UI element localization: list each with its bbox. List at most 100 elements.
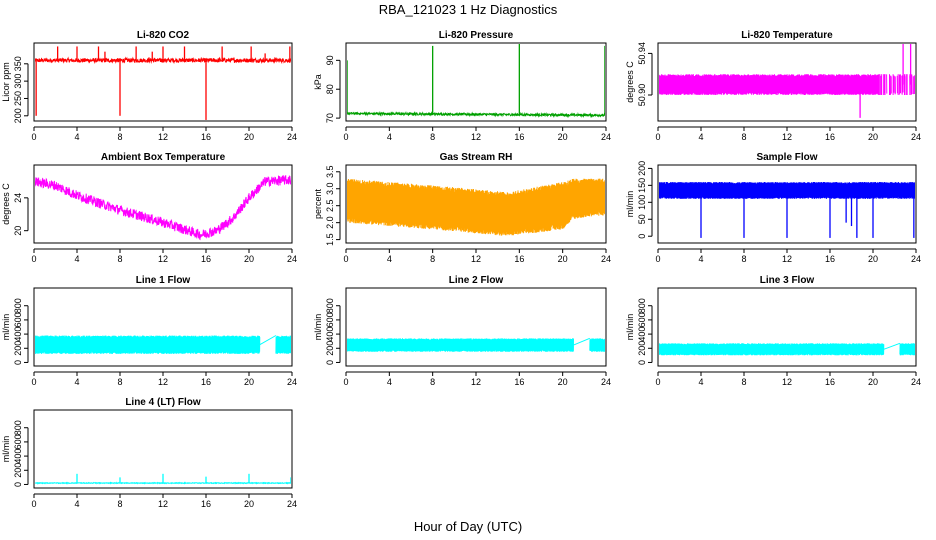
x-tick-label: 16 <box>201 254 211 264</box>
x-tick-label: 8 <box>117 377 122 387</box>
x-tick-label: 20 <box>244 499 254 509</box>
series-line <box>347 111 605 119</box>
x-tick-label: 12 <box>158 132 168 142</box>
x-tick-label: 20 <box>244 132 254 142</box>
x-tick-label: 4 <box>698 254 703 264</box>
x-tick-label: 24 <box>287 499 297 509</box>
x-tick-label: 0 <box>343 132 348 142</box>
x-tick-label: 0 <box>31 377 36 387</box>
x-tick-label: 0 <box>655 254 660 264</box>
y-tick-label: 0 <box>13 482 23 487</box>
panel-line-4-lt-flow: Line 4 (LT) Flow 0 4 8 12 16 20 24 0 200400600800… <box>1 397 297 509</box>
plot-frame <box>345 287 607 367</box>
series-group <box>659 44 915 118</box>
plot-frame <box>33 409 293 489</box>
panel-line-1-flow: Line 1 Flow 0 4 8 12 16 20 24 0 200400600800ml/mi… <box>1 275 297 387</box>
y-axis-label: kPa <box>313 74 323 90</box>
x-tick-label: 0 <box>31 254 36 264</box>
x-tick-label: 12 <box>471 132 481 142</box>
y-tick-label: 0 <box>13 360 23 365</box>
y-tick-label: 50.94 <box>637 42 647 65</box>
x-tick-label: 20 <box>244 254 254 264</box>
x-tick-label: 20 <box>558 377 568 387</box>
x-tick-label: 12 <box>782 132 792 142</box>
x-tick-label: 8 <box>741 254 746 264</box>
y-tick-label: 800 <box>637 298 647 313</box>
series-group <box>347 178 605 236</box>
x-tick-label: 4 <box>74 377 79 387</box>
x-tick-label: 4 <box>698 132 703 142</box>
y-tick-label: 800 <box>13 420 23 435</box>
plot-frame <box>33 164 293 244</box>
y-tick-label: 0 <box>637 234 647 239</box>
series-line <box>347 178 605 236</box>
y-tick-label: 200 <box>325 341 335 356</box>
plot-frame <box>345 164 607 244</box>
y-axis-label: degrees C <box>1 183 11 225</box>
y-tick-label: 0 <box>325 360 335 365</box>
series-group <box>659 181 915 238</box>
series-group <box>35 473 291 485</box>
series-group <box>35 46 291 120</box>
y-tick-label: 1.5 <box>325 233 335 246</box>
figure-main-title: RBA_121023 1 Hz Diagnostics <box>379 2 558 17</box>
x-tick-label: 24 <box>911 254 921 264</box>
panel-title: Li-820 Temperature <box>741 30 833 41</box>
y-tick-label: 200 <box>13 108 23 123</box>
panel-title: Line 4 (LT) Flow <box>125 397 201 408</box>
x-tick-label: 16 <box>514 254 524 264</box>
x-tick-label: 8 <box>117 132 122 142</box>
plot-frame <box>33 42 293 122</box>
y-axis-label: percent <box>313 188 323 219</box>
panel-title: Line 2 Flow <box>449 275 504 286</box>
y-tick-label: 600 <box>13 312 23 327</box>
y-tick-label: 2.0 <box>325 216 335 229</box>
x-tick-label: 20 <box>244 377 254 387</box>
x-tick-label: 20 <box>868 132 878 142</box>
x-tick-label: 12 <box>782 377 792 387</box>
x-tick-label: 4 <box>74 499 79 509</box>
series-group <box>347 44 605 119</box>
x-tick-label: 12 <box>471 254 481 264</box>
x-tick-label: 0 <box>655 377 660 387</box>
panel-title: Li-820 Pressure <box>439 30 514 41</box>
figure-x-axis-label: Hour of Day (UTC) <box>414 519 522 534</box>
y-tick-label: 80 <box>325 84 335 94</box>
series-group <box>659 342 915 356</box>
y-tick-label: 24 <box>13 193 23 203</box>
x-tick-label: 24 <box>287 132 297 142</box>
x-tick-label: 24 <box>287 254 297 264</box>
x-tick-label: 0 <box>31 132 36 142</box>
series-line <box>347 337 605 352</box>
y-tick-label: 200 <box>637 341 647 356</box>
x-tick-label: 4 <box>387 132 392 142</box>
y-tick-label: 20 <box>13 226 23 236</box>
y-tick-label: 100 <box>637 195 647 210</box>
x-tick-label: 0 <box>343 254 348 264</box>
x-tick-label: 12 <box>471 377 481 387</box>
x-tick-label: 12 <box>782 254 792 264</box>
y-tick-label: 50 <box>637 214 647 224</box>
y-tick-label: 250 <box>13 91 23 106</box>
x-tick-label: 12 <box>158 254 168 264</box>
x-tick-label: 20 <box>558 254 568 264</box>
x-tick-label: 0 <box>655 132 660 142</box>
panel-line-3-flow: Line 3 Flow 0 4 8 12 16 20 24 0 200400600800ml/mi… <box>625 275 921 387</box>
panel-title: Line 3 Flow <box>760 275 815 286</box>
y-tick-label: 600 <box>13 434 23 449</box>
x-tick-label: 24 <box>601 377 611 387</box>
y-tick-label: 50.90 <box>637 84 647 107</box>
x-tick-label: 8 <box>430 132 435 142</box>
y-tick-label: 350 <box>13 56 23 71</box>
y-tick-label: 400 <box>13 449 23 464</box>
y-axis-label: ml/min <box>625 191 635 218</box>
y-tick-label: 800 <box>13 298 23 313</box>
x-tick-label: 4 <box>387 377 392 387</box>
x-tick-label: 16 <box>201 499 211 509</box>
x-tick-label: 8 <box>117 254 122 264</box>
y-axis-label: ml/min <box>1 436 11 463</box>
y-tick-label: 300 <box>13 74 23 89</box>
x-tick-label: 8 <box>741 132 746 142</box>
series-group <box>35 174 291 241</box>
